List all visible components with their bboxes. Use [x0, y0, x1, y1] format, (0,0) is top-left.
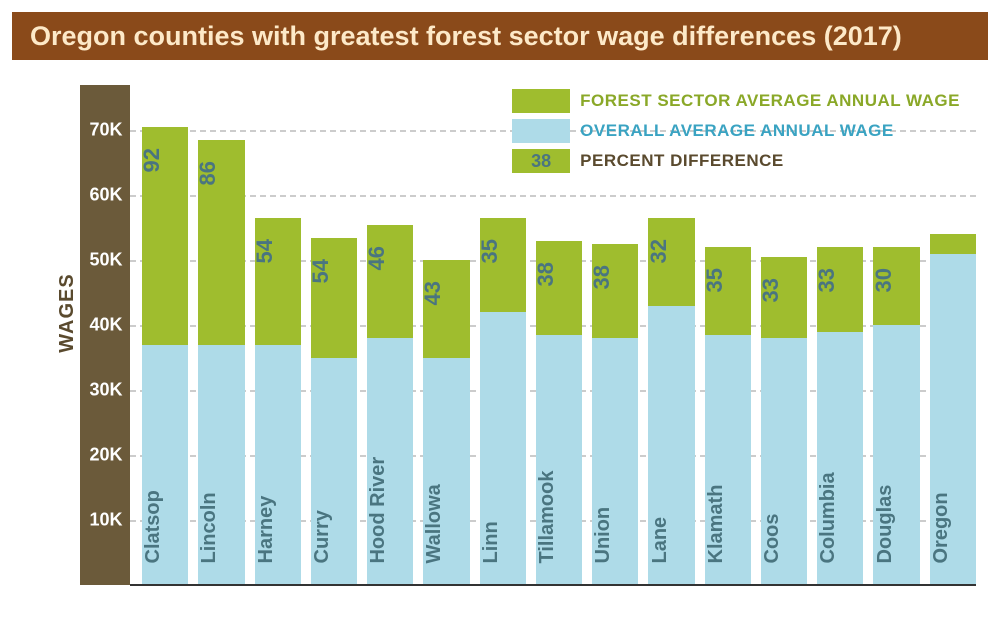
bar-category-label: Harney: [255, 496, 278, 564]
bar-category-label: Douglas: [874, 485, 897, 564]
legend-row-forest: FOREST SECTOR AVERAGE ANNUAL WAGE: [512, 89, 960, 113]
bar-segment-forest: 32: [648, 218, 694, 306]
bar-segment-forest: 30: [873, 247, 919, 325]
bar-segment-overall: Coos: [761, 338, 807, 585]
bar-category-label: Coos: [761, 514, 784, 564]
bar-pct-label: 86: [195, 161, 221, 185]
bar-pct-label: 35: [702, 268, 728, 292]
bar-segment-forest: 33: [761, 257, 807, 338]
y-tick-label: 30K: [84, 380, 128, 401]
bar-pct-label: 33: [758, 278, 784, 302]
bar-pct-label: 46: [364, 246, 390, 270]
bar-segment-forest: 35: [480, 218, 526, 312]
bar-segment-overall: Lane: [648, 306, 694, 585]
legend: FOREST SECTOR AVERAGE ANNUAL WAGE OVERAL…: [504, 85, 968, 183]
bar-segment-overall: Douglas: [873, 325, 919, 585]
bar-pct-label: 92: [139, 148, 165, 172]
legend-row-overall: OVERALL AVERAGE ANNUAL WAGE: [512, 119, 960, 143]
bar-category-label: Klamath: [705, 485, 728, 564]
bar-segment-forest: 38: [536, 241, 582, 335]
bar-group: 54 Harney: [255, 85, 301, 585]
legend-pct-example: 38: [531, 151, 551, 172]
bar-segment-overall: Hood River: [367, 338, 413, 585]
legend-text-overall: OVERALL AVERAGE ANNUAL WAGE: [580, 121, 894, 141]
bar-segment-forest: 54: [255, 218, 301, 345]
bar-pct-label: 33: [814, 268, 840, 292]
chart-title: Oregon counties with greatest forest sec…: [30, 21, 902, 52]
bar-group: 92 Clatsop: [142, 85, 188, 585]
bar-segment-overall: Linn: [480, 312, 526, 585]
bar-group: 43 Wallowa: [423, 85, 469, 585]
bar-category-label: Wallowa: [423, 484, 446, 563]
bar-segment-overall: Curry: [311, 358, 357, 585]
bar-segment-forest: 43: [423, 260, 469, 357]
bar-group: 46 Hood River: [367, 85, 413, 585]
bar-group: 86 Lincoln: [198, 85, 244, 585]
bar-pct-label: 35: [477, 239, 503, 263]
y-axis-label: WAGES: [56, 273, 79, 352]
bar-category-label: Hood River: [367, 457, 390, 564]
bar-pct-label: 54: [308, 259, 334, 283]
bar-segment-forest: 92: [142, 127, 188, 345]
bar-segment-overall: Columbia: [817, 332, 863, 585]
y-tick-label: 60K: [84, 185, 128, 206]
bar-segment-overall: Klamath: [705, 335, 751, 585]
bar-segment-forest: 35: [705, 247, 751, 335]
bar-category-label: Union: [592, 507, 615, 564]
bar-segment-overall: Union: [592, 338, 638, 585]
y-tick-label: 70K: [84, 120, 128, 141]
bar-segment-overall: Wallowa: [423, 358, 469, 585]
bar-pct-label: 32: [646, 239, 672, 263]
bar-group: 54 Curry: [311, 85, 357, 585]
bar-segment-forest: 86: [198, 140, 244, 345]
bar-pct-label: 38: [589, 265, 615, 289]
bar-category-label: Curry: [311, 510, 334, 563]
bar-pct-label: 30: [871, 268, 897, 292]
legend-text-pct: PERCENT DIFFERENCE: [580, 151, 784, 171]
legend-text-forest: FOREST SECTOR AVERAGE ANNUAL WAGE: [580, 91, 960, 111]
chart-title-bar: Oregon counties with greatest forest sec…: [12, 12, 988, 60]
bar-category-label: Lincoln: [198, 492, 221, 563]
bar-segment-forest: 54: [311, 238, 357, 358]
y-tick-label: 40K: [84, 315, 128, 336]
bar-segment-forest: 33: [817, 247, 863, 331]
bar-category-label: Lane: [649, 517, 672, 564]
bar-category-label: Oregon: [930, 492, 953, 563]
bar-segment-forest: 38: [592, 244, 638, 338]
bar-segment-overall: Oregon: [930, 254, 976, 585]
legend-row-pct: 38 PERCENT DIFFERENCE: [512, 149, 960, 173]
bar-pct-label: 38: [533, 262, 559, 286]
bar-segment-overall: Lincoln: [198, 345, 244, 585]
legend-swatch-forest: [512, 89, 570, 113]
bar-category-label: Columbia: [817, 472, 840, 563]
bar-pct-label: 54: [252, 239, 278, 263]
legend-swatch-overall: [512, 119, 570, 143]
bar-segment-overall: Clatsop: [142, 345, 188, 585]
bar-category-label: Linn: [480, 521, 503, 563]
y-tick-label: 50K: [84, 250, 128, 271]
chart-plot-area: 10K 20K 30K 40K 50K 60K 70K FOREST SECTOR AVER…: [80, 85, 976, 585]
bar-segment-overall: Tillamook: [536, 335, 582, 585]
legend-swatch-pct: 38: [512, 149, 570, 173]
bar-segment-overall: Harney: [255, 345, 301, 585]
bar-pct-label: 43: [420, 281, 446, 305]
bar-segment-forest: 6: [930, 234, 976, 253]
bar-category-label: Tillamook: [536, 471, 559, 564]
bar-segment-forest: 46: [367, 225, 413, 339]
y-tick-label: 10K: [84, 510, 128, 531]
bar-category-label: Clatsop: [142, 490, 165, 563]
y-tick-label: 20K: [84, 445, 128, 466]
x-axis-line: [130, 584, 976, 586]
